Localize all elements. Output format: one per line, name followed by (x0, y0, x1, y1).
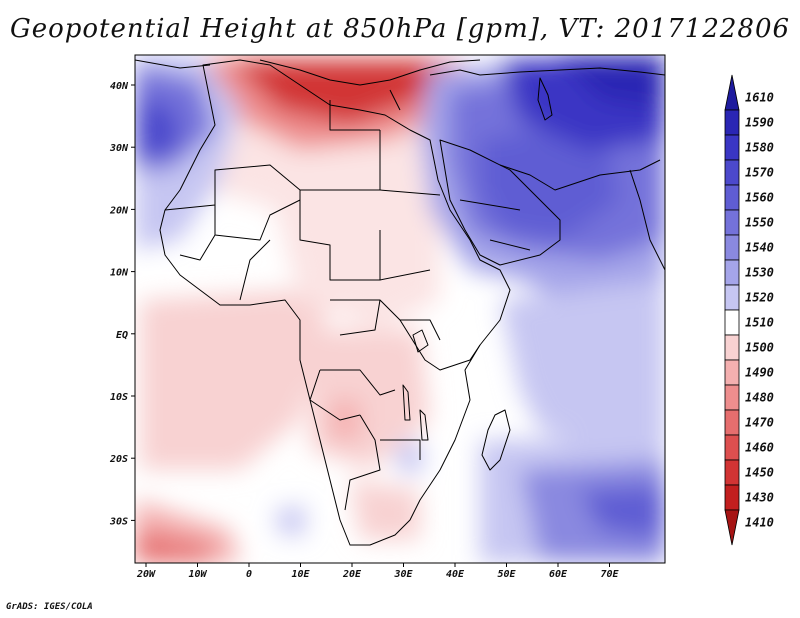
x-tick-label: 60E (549, 569, 568, 580)
colorbar-label: 1430 (745, 491, 774, 505)
colorbar-label: 1570 (745, 166, 774, 180)
colorbar-swatch (724, 184, 740, 211)
colorbar-label: 1610 (745, 91, 774, 105)
colorbar-label: 1580 (745, 141, 774, 155)
colorbar-label: 1520 (745, 291, 774, 305)
colorbar-swatch (724, 259, 740, 286)
colorbar-swatch (724, 159, 740, 186)
map-title: Geopotential Height at 850hPa [gpm], VT:… (9, 14, 791, 44)
colorbar-swatch (724, 409, 740, 436)
colorbar-swatch (724, 109, 740, 136)
colorbar-swatch (724, 234, 740, 261)
x-tick-label: 30E (393, 569, 413, 580)
colorbar-label: 1450 (745, 466, 774, 480)
colorbar-label: 1540 (745, 241, 774, 255)
y-axis: 40N 30N 20N 10N EQ 10S 20S 30S (109, 81, 135, 527)
x-tick-label: 70E (600, 569, 619, 580)
y-tick-label: 30S (109, 516, 128, 527)
colorbar-label: 1530 (745, 266, 774, 280)
map-frame (134, 54, 666, 564)
credit-label: GrADS: IGES/COLA (6, 602, 93, 612)
colorbar-swatch (724, 459, 740, 486)
x-tick-label: 20E (342, 569, 362, 580)
colorbar-label: 1550 (745, 216, 774, 230)
colorbar-swatch (724, 334, 740, 361)
colorbar-swatch (724, 484, 740, 511)
x-tick-label: 50E (497, 569, 516, 580)
colorbar-label: 1410 (745, 516, 774, 530)
y-tick-label: 20S (109, 454, 128, 465)
colorbar-swatch (724, 434, 740, 461)
colorbar-label: 1470 (745, 416, 774, 430)
colorbar-swatch (724, 309, 740, 336)
coastlines (135, 59, 665, 546)
colorbar-label: 1480 (745, 391, 774, 405)
x-tick-label: 40E (446, 569, 465, 580)
colorbar-swatch (724, 209, 740, 236)
colorbar-swatch (724, 284, 740, 311)
colorbar-swatch (724, 384, 740, 411)
y-tick-label: 20N (109, 205, 129, 216)
y-tick-label: 10S (110, 392, 128, 403)
x-tick-label: 20W (136, 569, 156, 580)
colorbar-label: 1490 (745, 366, 774, 380)
y-tick-label: EQ (116, 330, 128, 341)
height-field (135, 55, 665, 563)
colorbar-label: 1560 (745, 191, 774, 205)
colorbar-label: 1590 (745, 116, 774, 130)
x-tick-label: 10W (188, 569, 207, 580)
y-tick-label: 30N (109, 143, 129, 154)
colorbar: 1610 1590 1580 1570 1560 1550 1540 1530 1520 1510… (724, 74, 774, 546)
colorbar-swatch (724, 74, 740, 111)
colorbar-label: 1460 (745, 441, 774, 455)
y-tick-label: 40N (110, 81, 129, 92)
colorbar-label: 1500 (745, 341, 774, 355)
colorbar-swatch (724, 134, 740, 161)
y-tick-label: 10N (110, 268, 129, 279)
x-tick-label: 0 (246, 569, 252, 580)
colorbar-swatch (724, 509, 740, 546)
x-tick-label: 10E (291, 569, 310, 580)
colorbar-label: 1510 (745, 316, 774, 330)
colorbar-swatch (724, 359, 740, 386)
x-axis: 20W 10W 0 10E 20E 30E 40E 50E 60E 70E (136, 563, 620, 580)
